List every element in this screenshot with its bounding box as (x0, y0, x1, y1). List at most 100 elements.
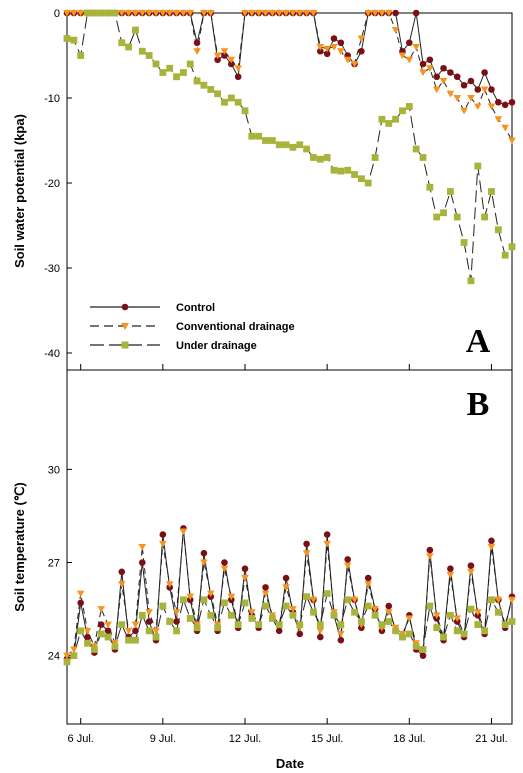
legend-label-conventional: Conventional drainage (176, 321, 295, 333)
point-under-a (132, 26, 139, 34)
point-conventional-a (289, 10, 297, 17)
point-under-a (241, 107, 249, 115)
y-tick-label-a: 0 (54, 8, 60, 20)
point-under-b (227, 611, 235, 619)
point-under-a (63, 35, 71, 42)
point-control-a (447, 69, 454, 76)
point-under-a (494, 226, 502, 234)
point-conventional-b (220, 565, 229, 573)
point-control-a (337, 39, 345, 47)
point-under-b (385, 618, 393, 625)
point-conventional-a (248, 10, 256, 17)
point-conventional-a (371, 10, 379, 17)
point-under-b (221, 599, 228, 607)
point-under-a (248, 132, 256, 140)
point-conventional-a (412, 44, 420, 51)
point-under-b (344, 596, 352, 604)
point-conventional-b (337, 630, 345, 638)
point-conventional-b (83, 627, 92, 635)
point-conventional-b (316, 627, 325, 635)
point-conventional-b (494, 596, 503, 604)
point-under-a (364, 179, 372, 187)
point-conventional-b (97, 606, 106, 613)
point-conventional-b (405, 615, 414, 623)
point-conventional-a (159, 10, 167, 17)
point-under-b (303, 593, 311, 601)
point-under-a (467, 277, 475, 285)
point-under-a (84, 9, 91, 17)
point-conventional-a (165, 10, 174, 17)
point-under-a (460, 239, 468, 246)
point-under-b (90, 646, 98, 653)
point-control-a (323, 50, 331, 58)
point-under-a (405, 103, 413, 110)
point-conventional-a (145, 10, 153, 17)
point-control-a (392, 9, 399, 17)
point-conventional-b (473, 609, 482, 616)
point-under-b (159, 602, 167, 610)
point-under-a (200, 81, 208, 89)
point-under-b (186, 615, 194, 622)
point-conventional-b (487, 544, 496, 551)
point-control-a (330, 35, 338, 42)
point-under-b (371, 611, 379, 619)
point-under-b (310, 608, 317, 616)
point-conventional-b (145, 609, 153, 616)
point-under-b (118, 621, 126, 629)
y-tick-label-b: 27 (48, 558, 60, 570)
point-conventional-b (159, 540, 167, 548)
point-control-b (200, 549, 208, 557)
point-conventional-b (248, 609, 256, 616)
point-control-b (139, 559, 146, 566)
point-conventional-a (261, 10, 270, 17)
point-control-b (447, 565, 454, 573)
point-conventional-a (117, 10, 126, 17)
point-under-b (405, 630, 413, 638)
point-conventional-b (309, 596, 318, 604)
point-conventional-a (330, 44, 338, 51)
point-conventional-b (63, 652, 71, 660)
point-under-b (268, 615, 276, 622)
point-conventional-a (295, 10, 304, 17)
x-tick-label: 18 Jul. (393, 733, 425, 745)
point-under-a (282, 141, 290, 149)
point-conventional-a (350, 61, 359, 68)
y-tick-label-a: -10 (44, 93, 60, 105)
point-under-a (227, 94, 235, 102)
point-under-b (426, 602, 434, 610)
point-control-a (426, 56, 434, 64)
point-control-b (426, 546, 434, 554)
point-under-a (446, 188, 454, 195)
point-under-a (179, 69, 187, 76)
point-under-b (138, 611, 146, 619)
point-under-a (323, 154, 331, 161)
point-conventional-a (432, 86, 441, 94)
legend-item-under: Under drainage (90, 340, 257, 352)
point-control-b (173, 618, 180, 625)
point-under-b (255, 621, 263, 629)
point-under-b (262, 602, 269, 610)
point-under-a (118, 39, 126, 47)
point-conventional-b (124, 627, 133, 635)
point-under-b (77, 627, 85, 635)
point-conventional-a (63, 10, 71, 17)
point-under-a (303, 145, 311, 153)
point-under-a (166, 64, 174, 72)
point-control-a (474, 86, 482, 93)
point-conventional-a (227, 56, 236, 64)
point-control-b (323, 531, 331, 538)
x-tick-label: 15 Jul. (311, 733, 343, 745)
point-conventional-b (282, 584, 290, 591)
point-conventional-a (419, 69, 427, 77)
point-control-b (419, 652, 427, 659)
point-control-b (385, 602, 393, 610)
point-conventional-a (467, 95, 475, 102)
point-control-a (317, 47, 324, 55)
point-under-a (152, 60, 160, 68)
point-under-a (145, 52, 153, 59)
point-under-a (419, 154, 427, 161)
legend-marker-under (121, 341, 129, 349)
point-under-a (289, 143, 297, 151)
point-conventional-a (220, 48, 229, 55)
point-under-b (501, 621, 509, 629)
